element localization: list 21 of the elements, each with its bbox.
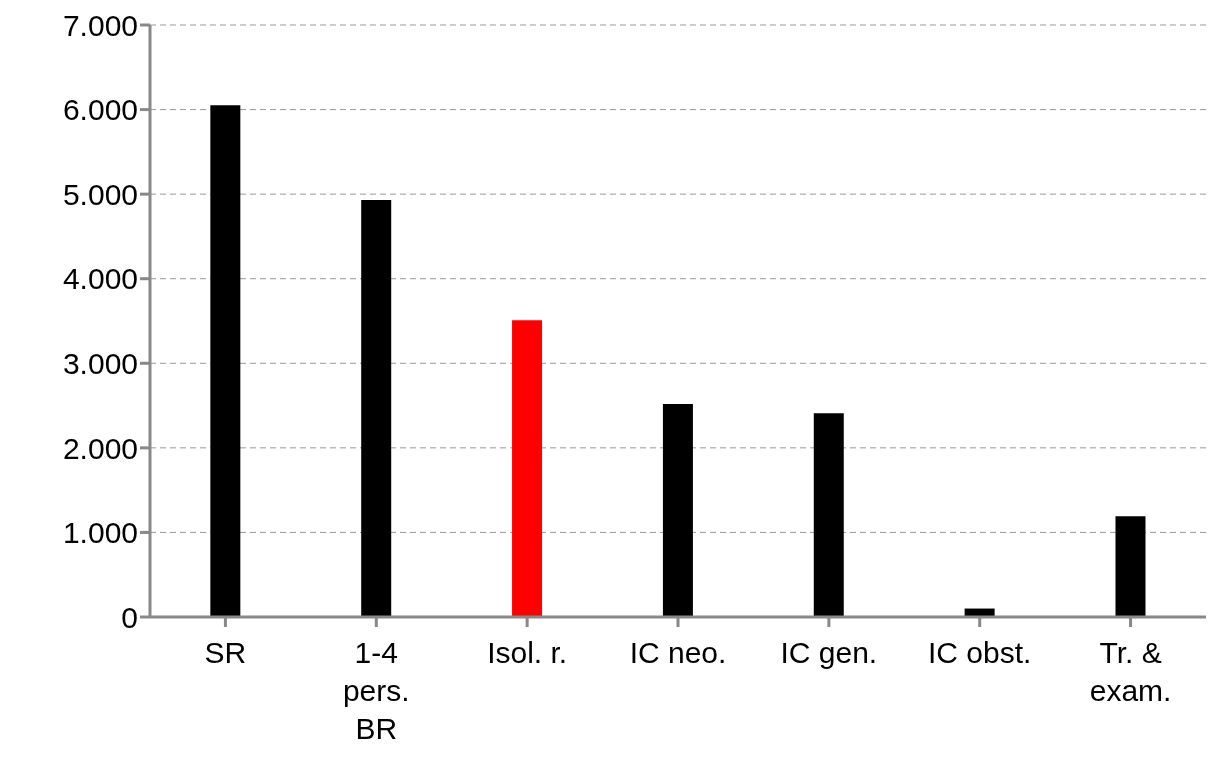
x-tick-label: IC obst. — [928, 636, 1032, 669]
x-tick-label: IC gen. — [780, 636, 878, 669]
y-tick-label: 1.000 — [62, 516, 138, 550]
y-tick-label: 7.000 — [62, 8, 138, 42]
x-tick-label: IC neo. — [629, 636, 727, 669]
bar — [210, 105, 241, 617]
y-tick-label: 4.000 — [62, 262, 138, 296]
y-tick-label: 5.000 — [62, 177, 138, 211]
x-tick-label: Isol. r. — [487, 636, 568, 669]
y-tick-label: 2.000 — [62, 431, 138, 465]
bar — [1115, 516, 1146, 617]
y-tick-label: 3.000 — [62, 346, 138, 380]
y-tick-label: 0 — [121, 600, 138, 634]
bar — [512, 320, 543, 617]
y-tick-label: 6.000 — [62, 93, 138, 127]
bar — [361, 200, 392, 617]
x-tick-label: Tr. & exam. — [1089, 636, 1172, 707]
x-tick-label: 1-4 pers. BR — [342, 636, 410, 745]
bar — [662, 403, 693, 617]
x-tick-label: SR — [204, 636, 247, 669]
bar — [813, 413, 844, 617]
